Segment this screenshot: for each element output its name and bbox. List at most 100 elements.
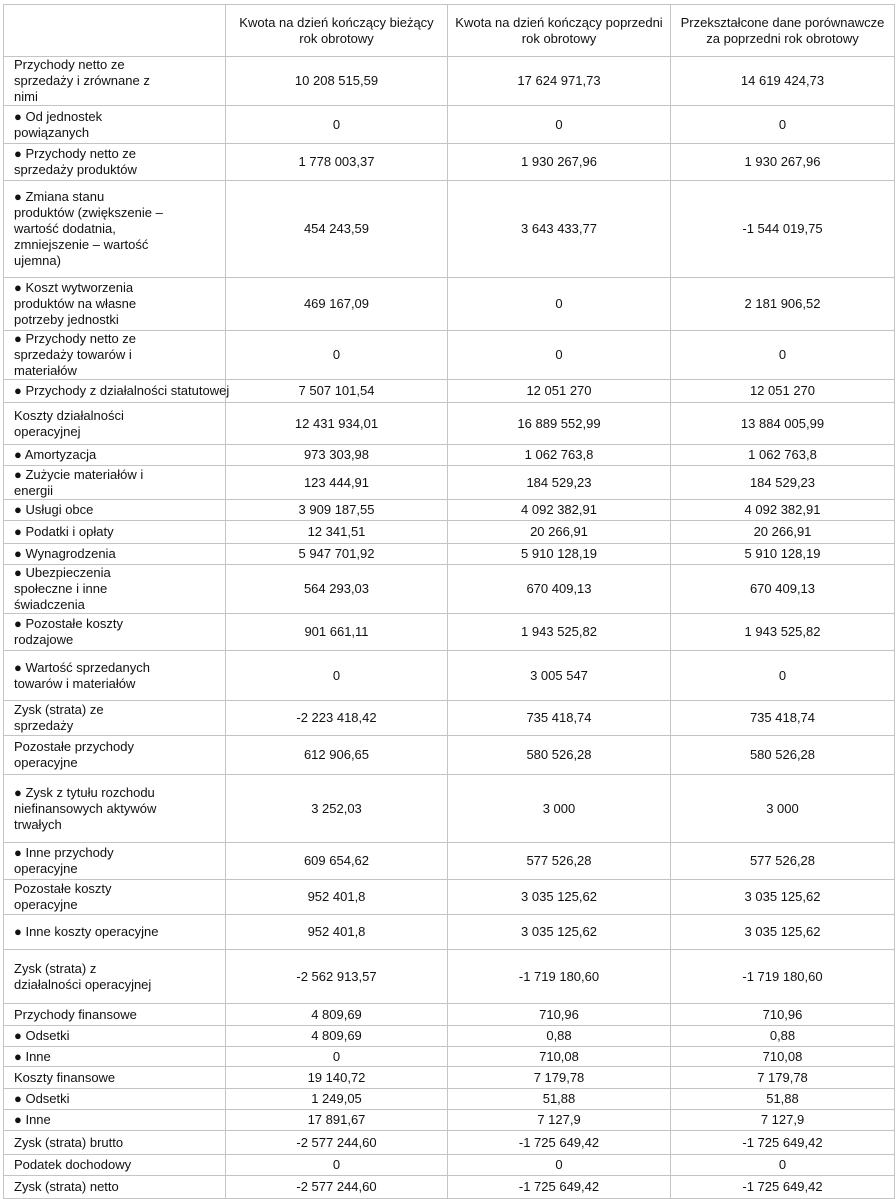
value-current-year: 973 303,98 (225, 444, 448, 466)
value-current-year: 609 654,62 (225, 842, 448, 880)
value-restated: 3 000 (670, 774, 895, 843)
table-row: Koszty działalności operacyjnej 12 431 93… (3, 402, 895, 445)
row-label-cell: ● Ubezpieczenia społeczne i inne świadcz… (3, 564, 226, 614)
value-current-year: 1 778 003,37 (225, 143, 448, 181)
value-current-year: 10 208 515,59 (225, 56, 448, 106)
row-label-cell: ● Inne koszty operacyjne (3, 914, 226, 950)
value-current-year: 3 252,03 (225, 774, 448, 843)
row-label: ● Koszt wytworzenia produktów na własne … (14, 280, 137, 327)
row-label-cell: ● Usługi obce (3, 499, 226, 521)
header-current-year: Kwota na dzień kończący bieżący rok obro… (225, 4, 448, 57)
row-label-cell: ● Koszt wytworzenia produktów na własne … (3, 277, 226, 331)
value-previous-year: -1 725 649,42 (447, 1130, 671, 1155)
row-label-cell: Koszty finansowe (3, 1066, 226, 1089)
row-label-cell: Pozostałe przychody operacyjne (3, 735, 226, 775)
row-label: Zysk (strata) brutto (14, 1134, 124, 1150)
row-label: ● Odsetki (14, 1091, 70, 1106)
value-restated: 14 619 424,73 (670, 56, 895, 106)
value-current-year: 564 293,03 (225, 564, 448, 614)
header-label-column (3, 4, 226, 57)
value-restated: 3 035 125,62 (670, 914, 895, 950)
value-restated: 4 092 382,91 (670, 499, 895, 521)
table-row: Pozostałe przychody operacyjne 612 906,65… (3, 735, 895, 775)
row-label: ● Usługi obce (14, 502, 94, 517)
row-label: ● Zużycie materiałów i energii (14, 466, 144, 498)
value-previous-year: 3 643 433,77 (447, 180, 671, 278)
value-restated: 7 127,9 (670, 1109, 895, 1131)
value-restated: 1 930 267,96 (670, 143, 895, 181)
row-label-cell: ● Zmiana stanu produktów (zwiększenie – … (3, 180, 226, 278)
value-previous-year: -1 725 649,42 (447, 1175, 671, 1199)
value-previous-year: 51,88 (447, 1088, 671, 1110)
value-restated: -1 544 019,75 (670, 180, 895, 278)
header-previous-year: Kwota na dzień kończący poprzedni rok ob… (447, 4, 671, 57)
value-current-year: 4 809,69 (225, 1003, 448, 1026)
value-current-year: 952 401,8 (225, 879, 448, 915)
value-current-year: 7 507 101,54 (225, 379, 448, 403)
value-previous-year: 7 127,9 (447, 1109, 671, 1131)
row-label-cell: ● Przychody netto ze sprzedaży produktów (3, 143, 226, 181)
row-label: ● Inne (14, 1048, 51, 1064)
value-previous-year: -1 719 180,60 (447, 949, 671, 1004)
value-previous-year: 20 266,91 (447, 520, 671, 544)
row-label: ● Zysk z tytułu rozchodu niefinansowych … (14, 784, 157, 832)
row-label-cell: Koszty działalności operacyjnej (3, 402, 226, 445)
table-row: ● Pozostałe koszty rodzajowe 901 661,11 1 … (3, 613, 895, 651)
value-restated: 670 409,13 (670, 564, 895, 614)
table-row: ● Przychody netto ze sprzedaży produktów… (3, 143, 895, 181)
value-current-year: 952 401,8 (225, 914, 448, 950)
value-current-year: 4 809,69 (225, 1025, 448, 1047)
header-restated-comparative: Przekształcone dane porównawcze za poprz… (670, 4, 895, 57)
value-restated: 2 181 906,52 (670, 277, 895, 331)
table-row: Podatek dochodowy 0 0 0 (3, 1154, 895, 1176)
row-label-cell: ● Od jednostek powiązanych (3, 105, 226, 144)
row-label: ● Pozostałe koszty rodzajowe (14, 616, 124, 647)
row-label-cell: ● Odsetki (3, 1088, 226, 1110)
table-row: ● Od jednostek powiązanych 0 0 0 (3, 105, 895, 144)
value-restated: 0 (670, 650, 895, 701)
value-previous-year: 5 910 128,19 (447, 543, 671, 565)
value-restated: 577 526,28 (670, 842, 895, 880)
row-label-cell: Zysk (strata) z działalności operacyjnej (3, 949, 226, 1004)
row-label-cell: ● Inne (3, 1109, 226, 1131)
table-row: Zysk (strata) netto -2 577 244,60 -1 725 6… (3, 1175, 895, 1199)
row-label: Przychody finansowe (14, 1006, 137, 1022)
table-row: ● Przychody z działalności statutowej 7 5… (3, 379, 895, 403)
value-previous-year: 3 035 125,62 (447, 914, 671, 950)
value-current-year: 0 (225, 330, 448, 380)
row-label-cell: ● Zużycie materiałów i energii (3, 465, 226, 500)
row-label: Koszty finansowe (14, 1069, 116, 1085)
row-label-cell: Podatek dochodowy (3, 1154, 226, 1176)
value-restated: 580 526,28 (670, 735, 895, 775)
row-label-cell: ● Wynagrodzenia (3, 543, 226, 565)
table-row: Koszty finansowe 19 140,72 7 179,78 7 179,7… (3, 1066, 895, 1089)
value-current-year: 123 444,91 (225, 465, 448, 500)
row-label: ● Inne przychody operacyjne (14, 845, 114, 876)
table-row: ● Usługi obce 3 909 187,55 4 092 382,91 4 0… (3, 499, 895, 521)
value-restated: 1 943 525,82 (670, 613, 895, 651)
row-label: Pozostałe przychody operacyjne (14, 739, 134, 770)
value-current-year: 19 140,72 (225, 1066, 448, 1089)
value-current-year: 12 431 934,01 (225, 402, 448, 445)
row-label: Pozostałe koszty operacyjne (14, 881, 112, 912)
value-restated: -1 719 180,60 (670, 949, 895, 1004)
row-label-cell: Przychody finansowe (3, 1003, 226, 1026)
value-current-year: 5 947 701,92 (225, 543, 448, 565)
value-current-year: 901 661,11 (225, 613, 448, 651)
value-restated: 0,88 (670, 1025, 895, 1047)
table-row: ● Inne 0 710,08 710,08 (3, 1046, 895, 1067)
row-label: Koszty działalności operacyjnej (14, 407, 124, 439)
value-previous-year: 670 409,13 (447, 564, 671, 614)
value-restated: 12 051 270 (670, 379, 895, 403)
row-label: ● Odsetki (14, 1028, 70, 1043)
row-label-cell: ● Zysk z tytułu rozchodu niefinansowych … (3, 774, 226, 843)
value-previous-year: 3 005 547 (447, 650, 671, 701)
value-current-year: 454 243,59 (225, 180, 448, 278)
row-label: Zysk (strata) netto (14, 1179, 119, 1194)
row-label: Podatek dochodowy (14, 1157, 132, 1172)
table-row: ● Odsetki 1 249,05 51,88 51,88 (3, 1088, 895, 1110)
row-label: ● Przychody z działalności statutowej (14, 383, 230, 398)
value-restated: 13 884 005,99 (670, 402, 895, 445)
table-row: ● Ubezpieczenia społeczne i inne świadcz… (3, 564, 895, 614)
row-label-cell: ● Pozostałe koszty rodzajowe (3, 613, 226, 651)
